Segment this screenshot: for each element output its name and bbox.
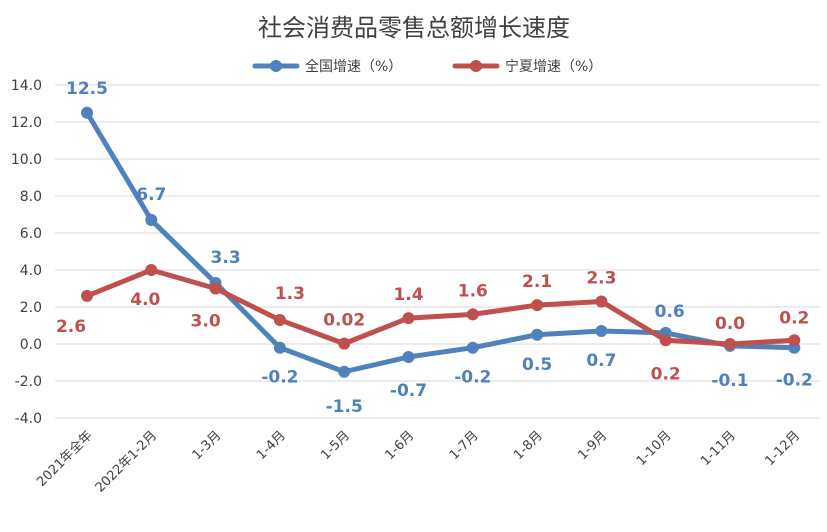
legend-marker-1 — [470, 60, 482, 72]
y-tick-label: 0.0 — [20, 337, 42, 353]
data-label: 3.0 — [191, 312, 221, 332]
data-point — [81, 289, 93, 302]
x-tick-label: 2022年1-2月 — [93, 428, 160, 495]
data-label: -0.1 — [711, 371, 748, 391]
legend: 全国增速（%） 宁夏增速（%） — [252, 58, 602, 75]
data-point — [273, 313, 286, 326]
y-tick-label: 2.0 — [20, 300, 42, 316]
data-point — [466, 308, 479, 321]
data-label: 1.6 — [458, 281, 488, 301]
x-tick-label: 1-6月 — [383, 428, 418, 463]
gridlines — [55, 84, 820, 419]
data-label: 0.02 — [323, 311, 365, 331]
data-point — [273, 341, 286, 354]
data-point — [724, 338, 736, 350]
data-point — [402, 350, 415, 363]
x-tick-label: 1-7月 — [447, 428, 482, 463]
series-layer — [81, 106, 801, 378]
data-point — [338, 337, 351, 350]
x-tick-label: 1-12月 — [762, 428, 803, 469]
y-tick-label: -4.0 — [15, 411, 42, 427]
data-label: -1.5 — [326, 397, 363, 417]
data-labels-layer: 12.5 6.7 3.3 -0.2 -1.5 -0.7 -0.2 0.5 0.7 0.6 -0.1 -… — [56, 79, 813, 417]
x-tick-label: 1-3月 — [190, 428, 225, 463]
series-line-0 — [84, 110, 797, 375]
data-label: 2.1 — [522, 272, 552, 292]
x-tick-label: 1-5月 — [318, 428, 353, 463]
chart-title: 社会消费品零售总额增长速度 — [258, 14, 570, 42]
data-point — [402, 312, 415, 325]
data-label: 0.0 — [715, 314, 745, 334]
data-point — [659, 334, 672, 347]
x-tick-label: 1-9月 — [575, 428, 610, 463]
data-label: 0.2 — [651, 364, 681, 384]
y-tick-label: 10.0 — [11, 152, 42, 168]
data-label: 12.5 — [66, 79, 108, 99]
y-tick-label: 12.0 — [11, 115, 42, 131]
data-label: 0.7 — [586, 351, 616, 371]
data-label: 6.7 — [136, 185, 166, 205]
data-point — [145, 264, 158, 276]
legend-marker-0 — [270, 60, 282, 72]
data-label: 1.3 — [275, 284, 305, 304]
x-tick-label: 2021年全年 — [34, 428, 96, 490]
data-label: 2.6 — [56, 317, 86, 337]
x-tick-label: 1-10月 — [634, 428, 675, 469]
y-axis: -4.0 -2.0 0.0 2.0 4.0 6.0 8.0 10.0 12.0 14.0 — [11, 78, 42, 427]
data-label: 3.3 — [211, 248, 241, 268]
y-tick-label: 14.0 — [11, 78, 42, 94]
data-point — [531, 299, 544, 312]
x-tick-label: 1-11月 — [698, 428, 739, 469]
data-point — [595, 325, 608, 338]
y-tick-label: -2.0 — [15, 374, 42, 390]
y-tick-label: 8.0 — [20, 189, 42, 205]
data-point — [145, 214, 158, 227]
data-point — [531, 328, 544, 341]
data-label: 2.3 — [586, 268, 616, 288]
y-tick-label: 4.0 — [20, 263, 42, 279]
data-label: 0.6 — [655, 302, 685, 322]
data-label: -0.2 — [776, 371, 813, 391]
data-point — [788, 334, 801, 347]
data-label: -0.7 — [390, 381, 427, 401]
series-line-1 — [84, 267, 797, 347]
legend-label-0: 全国增速（%） — [305, 58, 402, 75]
data-point — [81, 106, 93, 119]
data-point — [466, 341, 479, 354]
x-tick-label: 1-4月 — [254, 428, 289, 463]
data-label: -0.2 — [261, 368, 298, 388]
data-label: -0.2 — [454, 368, 491, 388]
data-label: 0.2 — [779, 308, 809, 328]
legend-label-1: 宁夏增速（%） — [505, 58, 602, 75]
data-label: 4.0 — [130, 290, 160, 310]
data-label: 0.5 — [522, 355, 552, 375]
y-tick-label: 6.0 — [20, 226, 42, 242]
x-tick-label: 1-8月 — [511, 428, 546, 463]
data-label: 1.4 — [393, 285, 423, 305]
data-point — [209, 282, 222, 295]
data-point — [595, 295, 608, 308]
data-point — [338, 365, 351, 378]
